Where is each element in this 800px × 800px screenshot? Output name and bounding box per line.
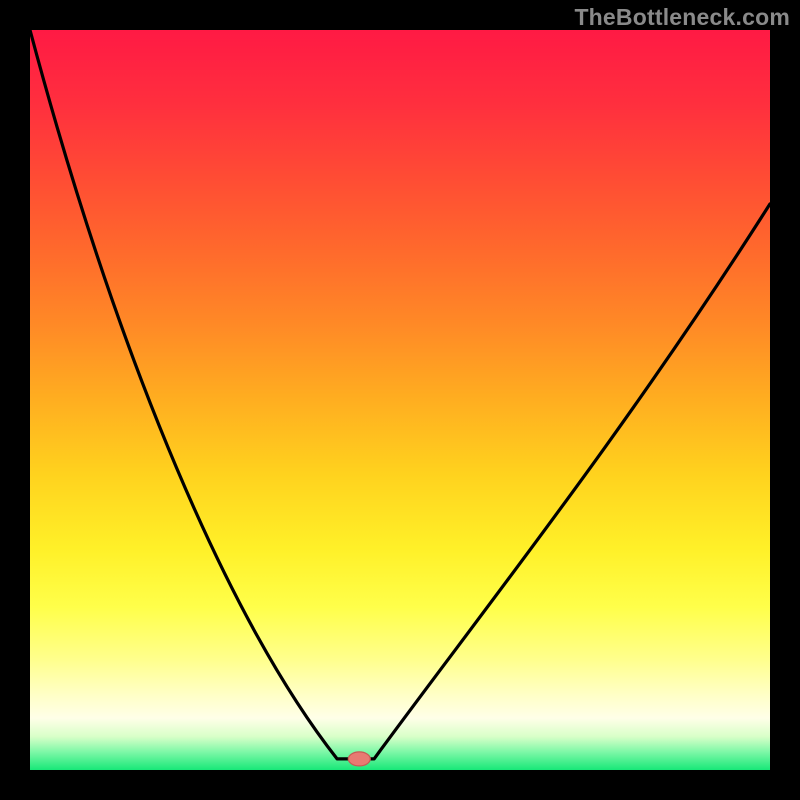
chart-container: TheBottleneck.com [0, 0, 800, 800]
optimal-point-marker [348, 752, 370, 766]
watermark-text: TheBottleneck.com [574, 4, 790, 31]
plot-background [30, 30, 770, 770]
bottleneck-chart [0, 0, 800, 800]
